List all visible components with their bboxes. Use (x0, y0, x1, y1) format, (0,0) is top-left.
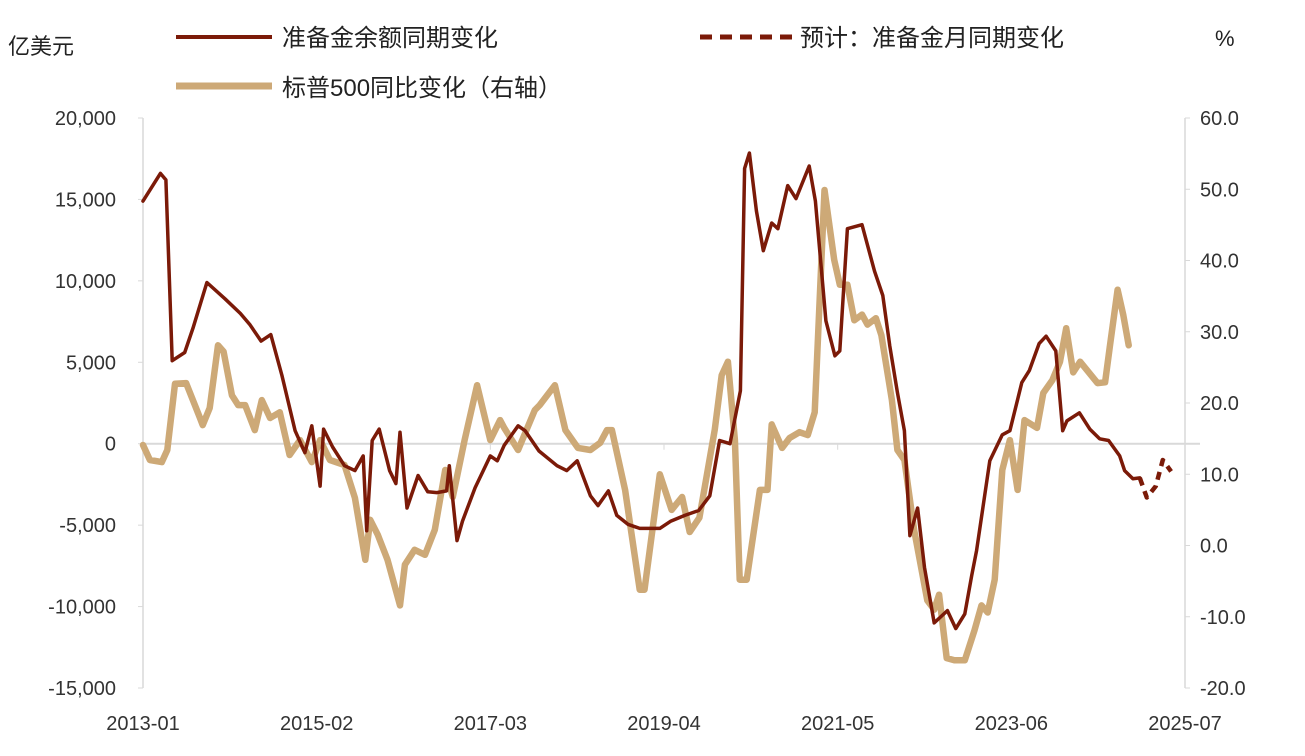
right-axis-unit: % (1215, 26, 1235, 51)
x-tick-label: 2019-04 (627, 713, 700, 735)
left-tick-label: 10,000 (55, 271, 116, 293)
series-line-sp500 (139, 186, 1132, 664)
legend-label-reserve: 准备金余额同期变化 (282, 25, 498, 52)
right-tick-label: 10.0 (1200, 464, 1239, 486)
right-tick-label: 40.0 (1200, 251, 1239, 273)
series-line-reserve (141, 151, 1142, 631)
right-tick-label: 20.0 (1200, 393, 1239, 415)
x-tick-label: 2023-06 (975, 713, 1048, 735)
series-line-forecast (1137, 457, 1173, 500)
left-tick-label: 5,000 (66, 352, 116, 374)
left-tick-label: -5,000 (59, 515, 116, 537)
right-tick-label: -10.0 (1200, 607, 1246, 629)
x-tick-label: 2017-03 (454, 713, 527, 735)
left-tick-label: 0 (105, 434, 116, 456)
x-tick-label: 2013-01 (106, 713, 179, 735)
right-tick-label: 60.0 (1200, 108, 1239, 130)
right-tick-label: 50.0 (1200, 179, 1239, 201)
x-tick-label: 2015-02 (280, 713, 353, 735)
left-tick-label: -10,000 (48, 597, 116, 619)
legend-label-forecast: 预计：准备金月同期变化 (800, 25, 1064, 52)
series-lines (139, 151, 1173, 664)
x-tick-label: 2021-05 (801, 713, 874, 735)
left-tick-label: 15,000 (55, 189, 116, 211)
right-tick-label: 30.0 (1200, 322, 1239, 344)
legend-label-sp500: 标普500同比变化（右轴） (282, 75, 562, 102)
axes: 20,000 15,000 10,000 5,000 0 -5,000 -10,000 -15… (48, 108, 1245, 735)
left-tick-label: -15,000 (48, 678, 116, 700)
x-tick-label: 2025-07 (1148, 713, 1221, 735)
right-tick-label: -20.0 (1200, 678, 1246, 700)
left-tick-label: 20,000 (55, 108, 116, 130)
legend: 准备金余额同期变化 预计：准备金月同期变化 标普500同比变化（右轴） (176, 25, 1064, 102)
right-tick-label: 0.0 (1200, 536, 1228, 558)
left-axis-unit: 亿美元 (8, 34, 74, 59)
